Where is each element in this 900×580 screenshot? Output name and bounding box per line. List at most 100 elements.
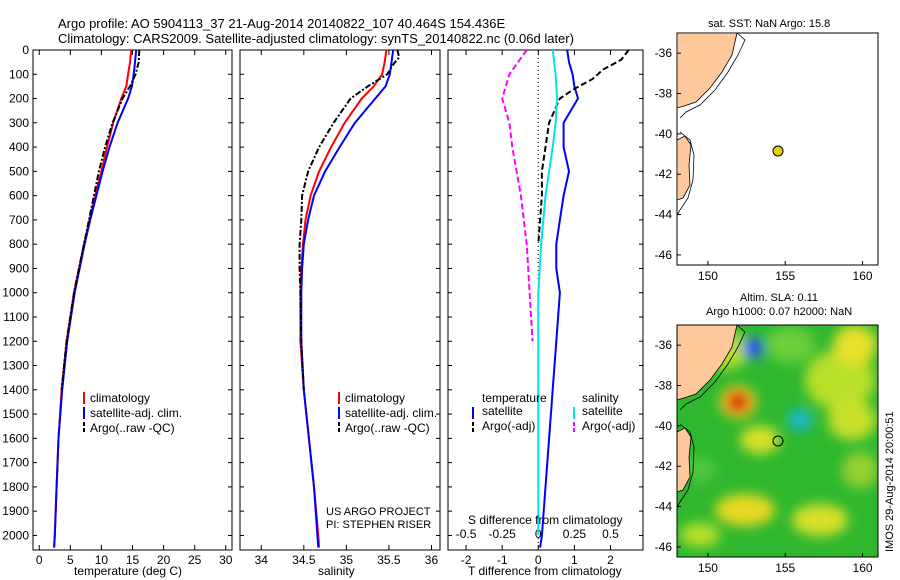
sla-land (677, 325, 738, 401)
difference-legend: temperature salinity satellite Argo(-adj… (468, 391, 635, 527)
sla-map: Altim. SLA: 0.11 Argo h1000: 0.07 h2000:… (655, 292, 896, 575)
depth-tick-label: 600 (9, 189, 29, 203)
salinity-panel-frame (239, 49, 441, 551)
difference-plot: -2 -1 0 1 2-0.5 -0.25 0 0.25 0.5 (448, 49, 643, 567)
legend-t-argo-label: Argo(-adj) (482, 419, 535, 433)
lat-tick-label: -42 (655, 167, 673, 181)
sla-shelf-line-south (677, 423, 695, 508)
x-tick-label: 35.5 (377, 553, 401, 567)
sst-map: sat. SST: NaN Argo: 15.8 150 155 160 -36 -38… (655, 18, 879, 283)
legend-satellite-label: satellite-adj. clim. (345, 406, 437, 420)
series-line-climatology (53, 49, 133, 548)
depth-tick-label: 1300 (2, 359, 29, 373)
depth-tick-label: 800 (9, 237, 29, 251)
legend-climatology-label: climatology (345, 391, 405, 405)
imos-credit: IMOS 29-Aug-2014 20:00:51 (884, 411, 896, 552)
series-line-argo-raw-qc- (298, 49, 401, 390)
depth-tick-label: 300 (9, 116, 29, 130)
series-line-satellite-s- (537, 49, 559, 536)
depth-tick-label: 1700 (2, 456, 29, 470)
depth-tick-label: 100 (9, 67, 29, 81)
x-tick-label: 25 (188, 553, 202, 567)
sla-tasmania (677, 427, 692, 493)
sla-map-title: Altim. SLA: 0.11 (740, 292, 818, 304)
legend-argo-label: Argo(..raw -QC) (345, 421, 430, 435)
legend-argo-label: Argo(..raw -QC) (90, 421, 175, 435)
sla-map-subtitle: Argo h1000: 0.07 h2000: NaN (706, 306, 852, 318)
legend-salinity-title: salinity (582, 391, 619, 405)
legend-t-satellite-label: satellite (482, 404, 523, 418)
x-tick-label: 36 (425, 553, 439, 567)
s-tick-label: -0.25 (488, 527, 516, 541)
s-tick-label: 0.5 (602, 527, 619, 541)
legend-satellite-label: satellite-adj. clim. (90, 406, 182, 420)
x-tick-label: 2 (607, 553, 614, 567)
depth-tick-label: 0 (22, 43, 29, 57)
series-line-argo-adj-s- (501, 49, 534, 342)
lat-tick-label: -44 (655, 500, 673, 514)
lon-tick-label: 155 (775, 561, 795, 575)
depth-tick-label: 1200 (2, 334, 29, 348)
x-tick-label: 34.5 (292, 553, 316, 567)
depth-tick-label: 2000 (2, 528, 29, 542)
lon-tick-label: 150 (698, 561, 718, 575)
depth-tick-label: 1800 (2, 480, 29, 494)
sst-tasmania (676, 135, 692, 201)
legend-temperature-title: temperature (482, 391, 547, 405)
x-tick-label: 10 (95, 553, 109, 567)
salinity-plot: 34 34.5 35 35.5 36 (240, 49, 440, 567)
depth-tick-label: 1600 (2, 431, 29, 445)
s-axis-label: S difference from climatology (468, 513, 623, 527)
legend-s-satellite-label: satellite (582, 404, 623, 418)
x-tick-label: -2 (461, 553, 472, 567)
lat-tick-label: -40 (655, 127, 673, 141)
series-line-satellite-adj-clim- (300, 49, 395, 548)
depth-tick-label: 1100 (3, 310, 29, 324)
legend-climatology-label: climatology (90, 391, 150, 405)
x-tick-label: 20 (157, 553, 171, 567)
lat-tick-label: -36 (655, 46, 673, 60)
depth-tick-label: 1500 (2, 407, 29, 421)
sst-land (676, 32, 738, 109)
x-tick-label: 30 (219, 553, 233, 567)
sst-shelf-line (679, 32, 746, 119)
depth-tick-label: 1400 (2, 383, 29, 397)
series-line-argo-adj- (537, 49, 630, 245)
lat-tick-label: -40 (655, 419, 673, 433)
lat-tick-label: -46 (655, 540, 673, 554)
s-tick-label: -0.5 (456, 527, 477, 541)
s-tick-label: 0.25 (563, 527, 587, 541)
t-difference-axis-label: T difference from climatology (468, 564, 622, 578)
temp-panel-frame (32, 49, 233, 551)
lat-tick-label: -38 (655, 87, 673, 101)
depth-tick-label: 1900 (2, 504, 29, 518)
lon-tick-label: 150 (698, 269, 718, 283)
temperature-plot: 0100200300400500600700800900100011001200… (2, 43, 232, 567)
lon-tick-label: 160 (853, 561, 873, 575)
depth-tick-label: 400 (9, 140, 29, 154)
series-line-satellite (539, 49, 580, 548)
lat-tick-label: -36 (655, 338, 673, 352)
depth-tick-label: 700 (9, 213, 29, 227)
figure-title-line1: Argo profile: AO 5904113_37 21-Aug-2014 … (58, 16, 506, 31)
x-tick-label: 5 (67, 553, 74, 567)
figure-title-line2: Climatology: CARS2009. Satellite-adjuste… (58, 31, 574, 46)
lon-tick-label: 160 (853, 269, 873, 283)
salinity-axis-label: salinity (318, 564, 355, 578)
x-tick-label: 34 (255, 553, 269, 567)
legend-s-argo-label: Argo(-adj) (582, 419, 635, 433)
series-line-satellite-adj-clim- (53, 49, 138, 548)
lat-tick-label: -42 (655, 459, 673, 473)
pi-label: PI: STEPHEN RISER (326, 519, 431, 531)
sla-shelf-line (679, 325, 746, 411)
x-tick-label: 15 (126, 553, 140, 567)
x-tick-label: 35 (340, 553, 354, 567)
depth-tick-label: 900 (9, 261, 29, 275)
sst-float-marker (772, 145, 784, 157)
lat-tick-label: -38 (655, 379, 673, 393)
sla-float-marker (772, 435, 784, 447)
series-line-argo-raw-qc- (60, 49, 141, 390)
x-tick-label: 1 (571, 553, 578, 567)
sst-shelf-line-south (676, 131, 695, 216)
